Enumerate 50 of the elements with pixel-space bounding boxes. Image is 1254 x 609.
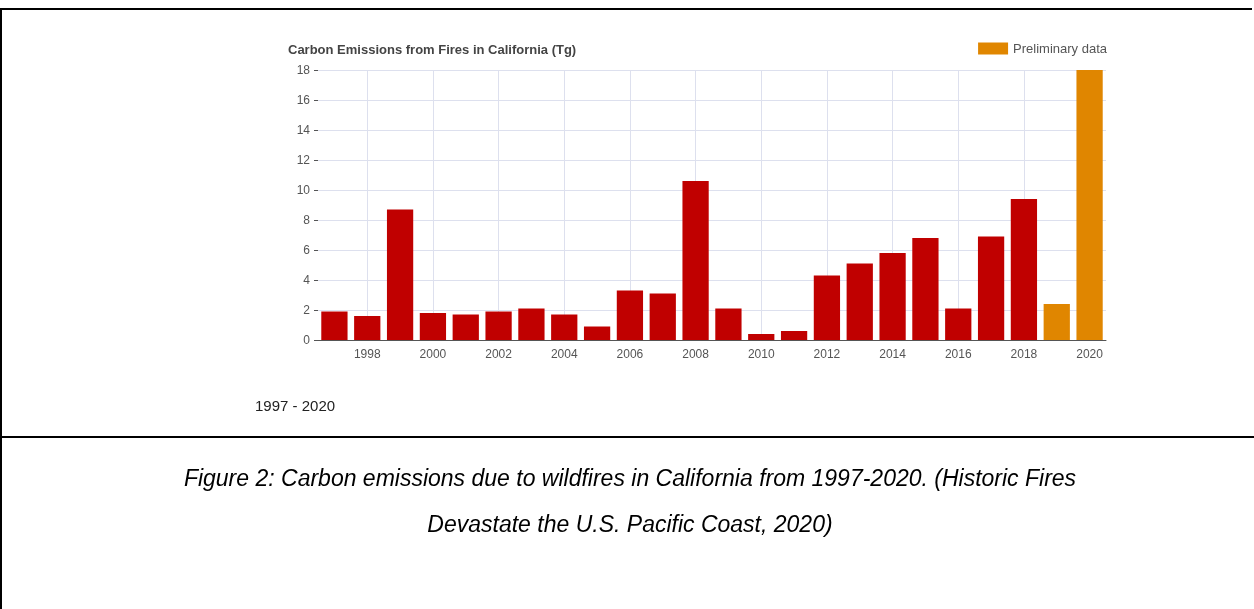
- bar: [748, 334, 775, 340]
- bar: [1076, 70, 1103, 340]
- x-tick-label: 2018: [1010, 347, 1038, 361]
- bar: [912, 238, 939, 340]
- bar: [551, 314, 578, 340]
- x-tick-label: 2014: [879, 347, 907, 361]
- x-tick-label: 1998: [353, 347, 381, 361]
- bar: [813, 275, 841, 340]
- bar: [518, 308, 545, 340]
- y-tick-label: 12: [296, 153, 311, 167]
- x-tick-label: 2008: [682, 347, 710, 361]
- bar: [354, 316, 381, 340]
- x-tick-label: 2004: [550, 347, 578, 361]
- bar: [879, 253, 906, 340]
- y-tick-label: 18: [296, 63, 311, 77]
- bar: [1043, 304, 1070, 340]
- bar: [419, 313, 447, 340]
- bar: [977, 236, 1005, 340]
- x-tick-label: 2012: [813, 347, 841, 361]
- bar: [682, 181, 709, 340]
- bar: [649, 293, 676, 340]
- y-tick-label: 14: [296, 123, 311, 137]
- x-tick-label: 2016: [944, 347, 972, 361]
- bar: [321, 311, 348, 340]
- x-tick-label: 2020: [1076, 347, 1104, 361]
- bar: [616, 290, 644, 340]
- bar: [846, 263, 873, 340]
- bar: [1010, 199, 1038, 340]
- y-tick-label: 8: [303, 213, 311, 227]
- bar: [386, 209, 414, 340]
- bar: [715, 308, 742, 340]
- x-tick-label: 2010: [747, 347, 775, 361]
- y-tick-label: 16: [296, 93, 311, 107]
- text: 1997 - 2020: [255, 397, 336, 414]
- chart-title: Carbon Emissions from Fires in California (Tg): [288, 42, 577, 57]
- y-tick-label: 10: [296, 183, 311, 197]
- x-tick-label: 2006: [616, 347, 644, 361]
- x-tick-label: 2000: [419, 347, 447, 361]
- legend-label: Preliminary data: [1013, 41, 1108, 56]
- bar: [583, 326, 611, 340]
- bar: [485, 311, 512, 340]
- y-tick-label: 4: [303, 273, 311, 287]
- bar: [945, 308, 972, 340]
- y-tick-label: 2: [303, 303, 311, 317]
- caption: Figure 2: Carbon emissions due to wildfires in California from 1997-2020. (Historic Fires Devastate the U.S. Pacific Coast, 2020): [182, 464, 1078, 539]
- x-tick-label: 2002: [485, 347, 513, 361]
- bar: [452, 314, 479, 340]
- bar: [780, 331, 808, 340]
- y-tick-label: 0: [303, 333, 311, 347]
- y-tick-label: 6: [303, 243, 311, 257]
